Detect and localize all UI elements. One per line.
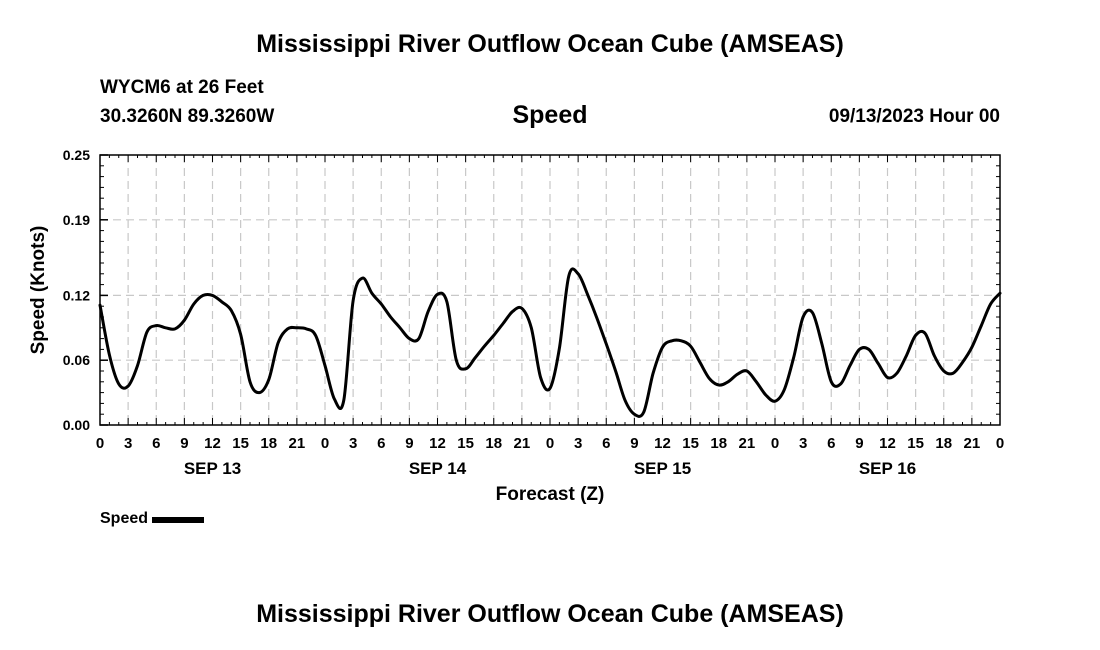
x-tick-label: 3	[799, 435, 807, 452]
x-tick-label: 18	[485, 435, 502, 452]
day-label: SEP 14	[409, 459, 467, 478]
x-tick-label: 15	[682, 435, 699, 452]
x-tick-label: 18	[260, 435, 277, 452]
x-tick-label: 0	[996, 435, 1004, 452]
y-tick-label: 0.12	[63, 287, 90, 303]
y-axis-label: Speed (Knots)	[28, 226, 49, 355]
legend: Speed	[100, 510, 205, 528]
y-tick-label: 0.06	[63, 352, 90, 368]
y-tick-label: 0.25	[63, 147, 90, 163]
x-tick-label: 18	[935, 435, 952, 452]
x-tick-label: 15	[907, 435, 924, 452]
x-tick-label: 18	[710, 435, 727, 452]
y-tick-label: 0.19	[63, 212, 90, 228]
legend-label: Speed	[100, 510, 149, 527]
day-label: SEP 13	[184, 459, 241, 478]
x-tick-label: 12	[429, 435, 446, 452]
x-tick-label: 9	[855, 435, 863, 452]
x-tick-label: 21	[739, 435, 756, 452]
x-tick-label: 12	[654, 435, 671, 452]
chart-title: Mississippi River Outflow Ocean Cube (AM…	[256, 30, 844, 58]
coordinates-label: 30.3260N 89.3260W	[100, 106, 275, 127]
x-tick-label: 3	[574, 435, 582, 452]
x-tick-label: 0	[96, 435, 104, 452]
x-tick-label: 0	[771, 435, 779, 452]
chart-subtitle: Speed	[512, 101, 588, 129]
x-tick-label: 21	[514, 435, 531, 452]
x-tick-label: 3	[124, 435, 132, 452]
x-tick-label: 0	[546, 435, 554, 452]
day-label: SEP 15	[634, 459, 691, 478]
x-tick-label: 12	[879, 435, 896, 452]
x-tick-label: 6	[152, 435, 160, 452]
x-tick-label: 9	[405, 435, 413, 452]
station-label: WYCM6 at 26 Feet	[100, 77, 264, 98]
legend-swatch	[152, 517, 205, 523]
x-tick-label: 9	[180, 435, 188, 452]
x-tick-label: 9	[630, 435, 638, 452]
x-tick-label: 6	[377, 435, 385, 452]
x-tick-label: 0	[321, 435, 329, 452]
x-tick-label: 12	[204, 435, 221, 452]
forecast-datetime: 09/13/2023 Hour 00	[828, 106, 1000, 127]
y-tick-label: 0.00	[63, 417, 90, 433]
x-tick-label: 6	[827, 435, 835, 452]
speed-series-line	[98, 267, 1002, 418]
x-tick-label: 21	[964, 435, 981, 452]
day-label: SEP 16	[859, 459, 916, 478]
x-tick-label: 15	[457, 435, 474, 452]
x-axis-label: Forecast (Z)	[496, 484, 605, 505]
x-tick-label: 3	[349, 435, 357, 452]
x-tick-label: 21	[289, 435, 306, 452]
x-tick-label: 6	[602, 435, 610, 452]
x-tick-label: 15	[232, 435, 249, 452]
footer-title: Mississippi River Outflow Ocean Cube (AM…	[256, 600, 844, 628]
